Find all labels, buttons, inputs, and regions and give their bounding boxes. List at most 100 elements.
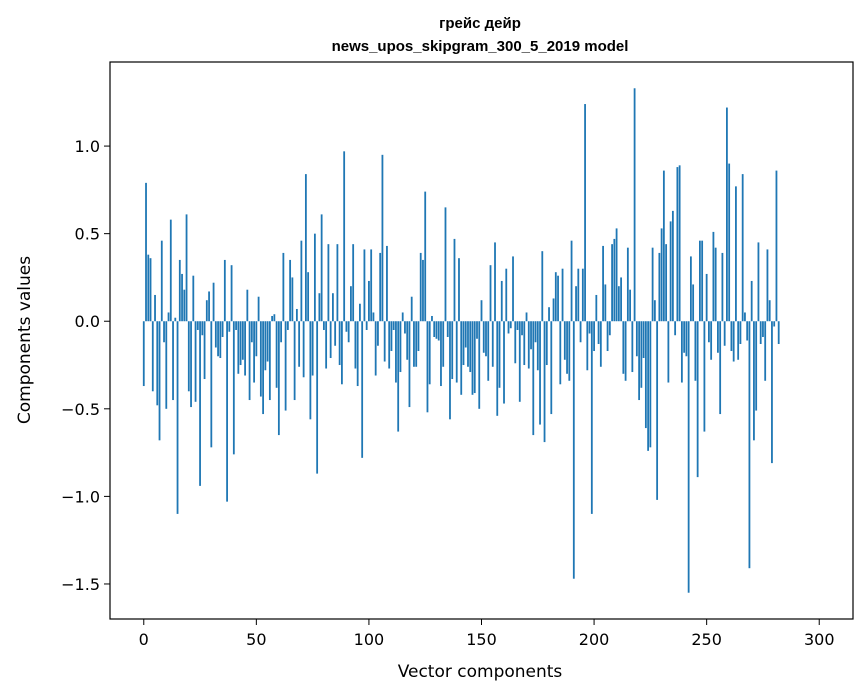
- bar: [203, 321, 206, 380]
- y-tick-label: −1.5: [61, 575, 100, 594]
- bar: [696, 321, 699, 478]
- bar: [753, 321, 755, 441]
- bar: [719, 321, 722, 415]
- bar: [640, 321, 643, 388]
- bar: [602, 245, 604, 322]
- bar: [568, 321, 571, 381]
- bar: [721, 252, 724, 322]
- bar: [273, 314, 276, 322]
- bar: [426, 321, 429, 413]
- bar: [509, 321, 512, 329]
- bar: [617, 286, 620, 322]
- bar: [482, 321, 485, 353]
- x-tick-label: 300: [804, 630, 835, 649]
- bar: [642, 321, 645, 359]
- bar: [235, 321, 237, 330]
- x-tick-label: 200: [579, 630, 610, 649]
- bar: [210, 321, 213, 448]
- bar: [694, 321, 697, 381]
- bar: [149, 258, 152, 322]
- bar: [176, 321, 179, 514]
- bar: [410, 296, 413, 322]
- bar: [413, 321, 415, 367]
- bar: [181, 273, 183, 322]
- bar: [419, 252, 422, 322]
- bar: [275, 321, 278, 388]
- y-tick-label: 1.0: [75, 137, 100, 156]
- bar: [356, 321, 359, 387]
- bar: [595, 294, 598, 322]
- bar: [653, 300, 656, 322]
- bar: [744, 312, 746, 322]
- bar: [446, 321, 449, 337]
- x-tick-label: 250: [691, 630, 722, 649]
- bar: [505, 268, 508, 322]
- bar: [669, 221, 672, 322]
- bar: [651, 247, 654, 322]
- bar: [541, 251, 544, 322]
- bar: [674, 321, 677, 336]
- bar: [662, 170, 665, 322]
- bar: [530, 321, 532, 350]
- bar: [708, 321, 710, 343]
- bar: [455, 321, 458, 383]
- bar: [178, 259, 181, 322]
- bar: [293, 321, 296, 401]
- bar: [329, 321, 332, 359]
- bar: [151, 321, 154, 392]
- bar: [543, 321, 546, 443]
- bar: [759, 321, 762, 344]
- bar: [620, 277, 622, 322]
- bar: [259, 321, 262, 397]
- bar: [338, 321, 341, 366]
- bar: [154, 294, 156, 322]
- x-tick-label: 50: [246, 630, 266, 649]
- bar: [435, 321, 438, 339]
- bar: [777, 321, 780, 344]
- bar: [680, 321, 683, 383]
- bar: [536, 321, 539, 371]
- bar: [228, 321, 231, 332]
- bar: [572, 321, 575, 579]
- bar: [629, 289, 631, 322]
- bar: [208, 291, 210, 322]
- bar: [156, 321, 159, 406]
- bar: [703, 321, 706, 432]
- bar: [250, 321, 253, 343]
- bar: [160, 240, 163, 322]
- bar: [158, 321, 161, 441]
- bar: [683, 321, 686, 353]
- bar: [437, 321, 440, 341]
- bar: [262, 321, 264, 415]
- bar: [532, 321, 535, 436]
- bar: [453, 238, 456, 322]
- bar: [478, 321, 481, 409]
- bar: [728, 163, 731, 322]
- bar: [464, 321, 467, 348]
- bar: [563, 321, 566, 360]
- bar: [187, 321, 190, 392]
- bar: [239, 321, 242, 366]
- bar: [237, 321, 240, 374]
- bar: [566, 321, 568, 374]
- bar: [503, 321, 505, 404]
- bar: [737, 321, 740, 360]
- bar: [163, 321, 165, 343]
- chart-title-line2: news_upos_skipgram_300_5_2019 model: [332, 38, 629, 55]
- bar: [363, 249, 366, 322]
- bar: [471, 321, 474, 395]
- bar: [631, 321, 634, 373]
- bar: [757, 242, 760, 322]
- bar: [289, 259, 292, 322]
- y-axis-ticks: −1.5 −1.0 −0.5 0.0 0.5 1.0: [61, 137, 110, 594]
- bar: [372, 312, 375, 322]
- bar: [500, 280, 503, 322]
- bar: [370, 249, 373, 322]
- bar: [433, 321, 436, 337]
- bar: [196, 321, 199, 330]
- bar: [442, 321, 445, 367]
- bar: [246, 289, 249, 322]
- bar: [169, 219, 172, 322]
- bar: [392, 321, 395, 330]
- bar: [397, 321, 400, 432]
